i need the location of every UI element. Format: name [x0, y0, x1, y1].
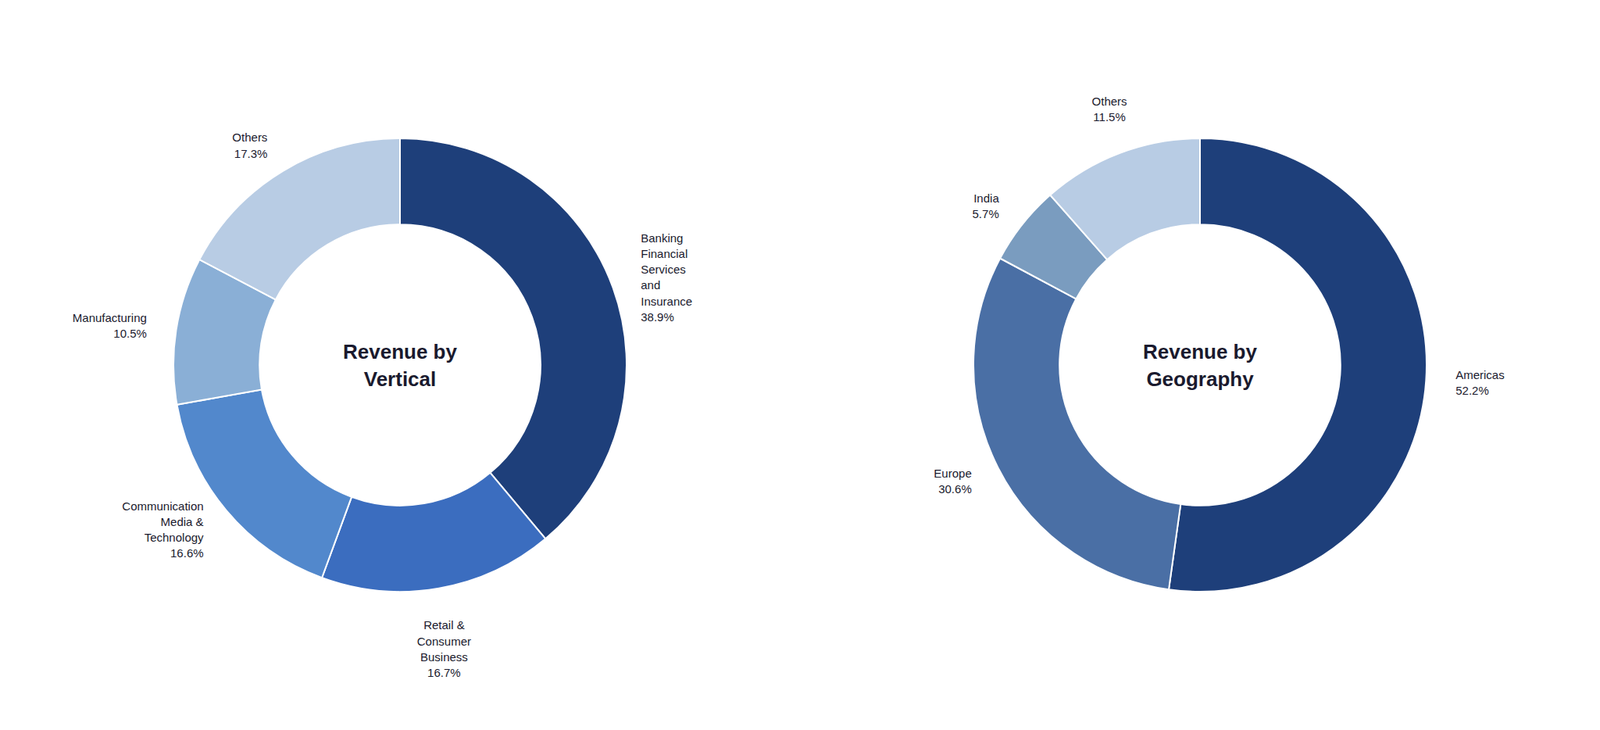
- category-label: Europe: [933, 466, 972, 480]
- value-label: 10.5%: [113, 326, 147, 340]
- donut-slice: [1168, 138, 1427, 592]
- category-label: BankingFinancialServicesandInsurance: [640, 231, 693, 308]
- donut-chart: BankingFinancialServicesandInsurance 38.9…: [72, 130, 693, 679]
- value-label: 16.6%: [170, 546, 204, 560]
- value-label: 30.6%: [938, 482, 972, 496]
- value-label: 52.2%: [1455, 383, 1490, 397]
- value-label: 5.7%: [972, 207, 1000, 221]
- category-label: Manufacturing: [72, 310, 147, 325]
- donut-slice: [199, 138, 400, 300]
- donut-slice: [973, 257, 1181, 590]
- category-label: CommunicationMedia &Technology: [121, 499, 204, 545]
- value-label: 11.5%: [1092, 110, 1125, 124]
- category-label: India: [973, 191, 1000, 205]
- chart-canvas: BankingFinancialServicesandInsurance 38.9…: [0, 0, 1600, 730]
- value-label: 16.7%: [427, 665, 461, 679]
- category-label: Retail &ConsumerBusiness: [417, 617, 472, 664]
- category-label: Others: [232, 130, 268, 144]
- donut-slice: [400, 138, 627, 539]
- value-label: 38.9%: [640, 310, 675, 324]
- category-label: Others: [1092, 94, 1128, 108]
- category-label: Americas: [1455, 367, 1505, 382]
- donut-chart: Americas52.2% Europe 30.6% India 5.7% Others 1…: [933, 94, 1504, 592]
- background: [0, 0, 1600, 730]
- donut-slice: [321, 472, 546, 592]
- chart-title: Revenue byVertical: [342, 339, 458, 391]
- value-label: 17.3%: [234, 146, 268, 161]
- chart-title: Revenue byGeography: [1142, 339, 1258, 391]
- donut-slice: [1050, 138, 1200, 260]
